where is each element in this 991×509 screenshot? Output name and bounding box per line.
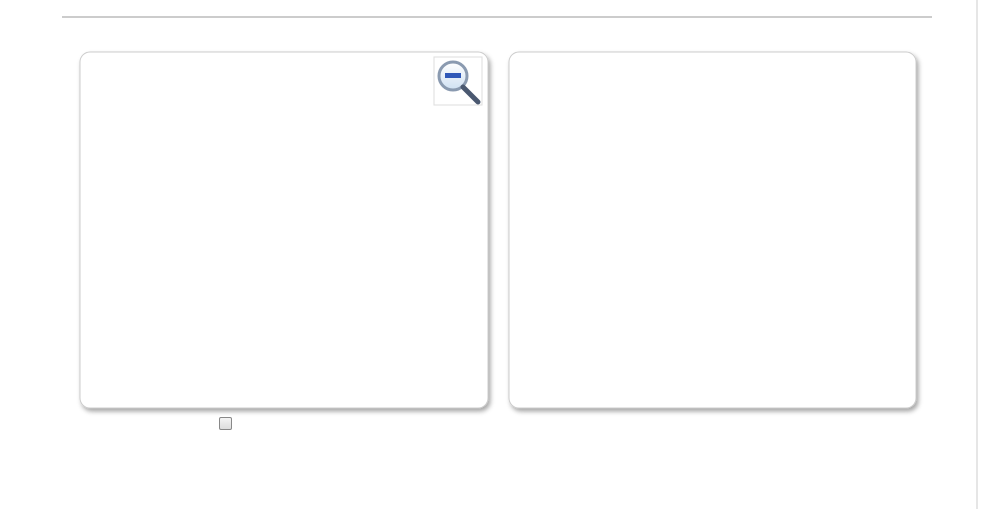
toggle-all-checkbox[interactable] (219, 417, 232, 430)
plot-panel (79, 51, 489, 409)
zoom-out-button[interactable] (433, 56, 483, 106)
viewer-panel (508, 51, 917, 409)
